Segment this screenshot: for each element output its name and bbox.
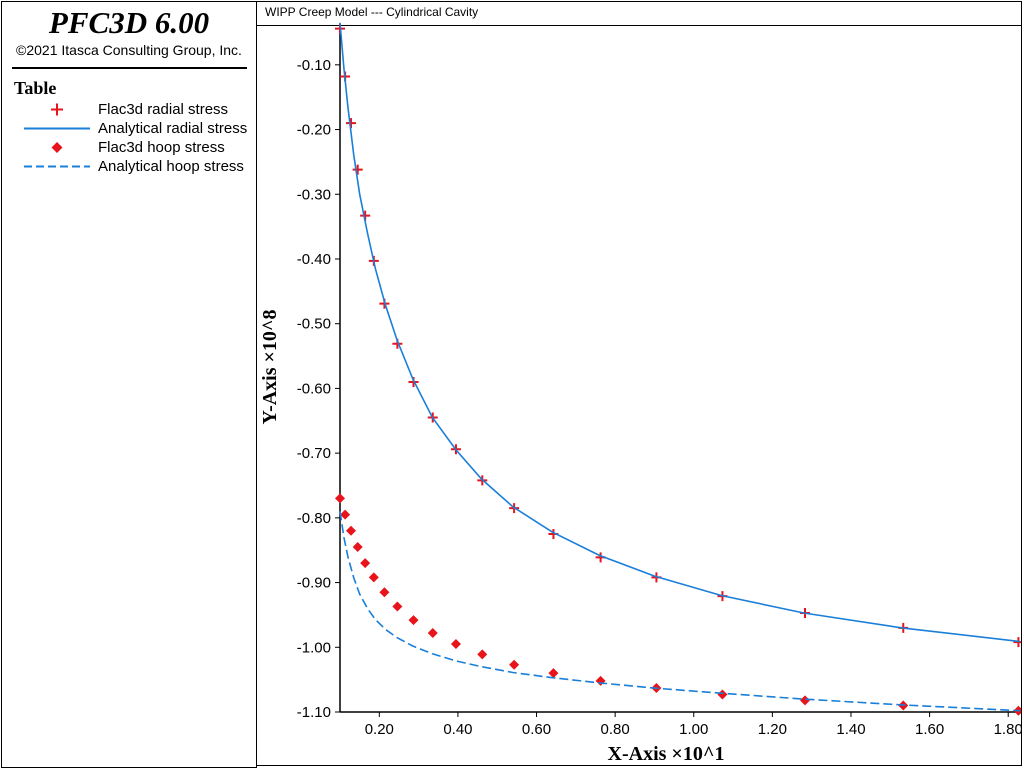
data-point-radial <box>352 164 363 175</box>
data-point-hoop <box>799 695 810 706</box>
legend-label: Analytical hoop stress <box>98 158 244 175</box>
data-point-hoop <box>335 493 345 504</box>
y-tick-label: -0.50 <box>297 316 331 333</box>
data-point-hoop <box>408 615 419 626</box>
plus-marker-icon <box>51 103 63 116</box>
data-point-hoop <box>360 558 371 569</box>
x-tick-label: 1.00 <box>679 721 708 738</box>
x-tick-label: 0.40 <box>443 721 472 738</box>
data-point-hoop <box>346 525 357 536</box>
title-separator <box>12 67 247 69</box>
y-tick-label: -0.70 <box>297 445 331 462</box>
x-tick-label: 0.60 <box>522 721 551 738</box>
legend-label: Flac3d radial stress <box>98 101 229 118</box>
y-tick-label: -1.10 <box>297 704 331 721</box>
legend-item-analytical-radial: Analytical radial stress <box>2 119 256 138</box>
y-tick-label: -0.10 <box>297 57 331 74</box>
data-point-hoop <box>450 639 461 650</box>
legend-label: Analytical radial stress <box>98 120 248 137</box>
plot-panel: WIPP Creep Model --- Cylindrical Cavity … <box>256 1 1022 766</box>
series-line-analytical-hoop <box>339 511 1021 712</box>
y-tick-label: -0.20 <box>297 122 331 139</box>
data-point-hoop <box>477 649 488 660</box>
data-point-hoop <box>717 689 728 700</box>
data-point-hoop <box>379 587 390 598</box>
y-tick-label: -0.30 <box>297 186 331 203</box>
y-axis-title: Y-Axis ×10^8 <box>259 309 281 424</box>
data-point-hoop <box>548 668 559 679</box>
x-axis-title: X-Axis ×10^1 <box>608 743 725 765</box>
data-point-hoop <box>392 601 403 612</box>
x-tick-label: 1.20 <box>758 721 787 738</box>
legend-item-flac3d-radial: Flac3d radial stress <box>2 100 256 119</box>
caption-rule <box>257 25 1021 26</box>
data-point-hoop <box>595 675 606 686</box>
data-point-hoop <box>427 628 438 639</box>
x-tick-label: 0.80 <box>601 721 630 738</box>
x-tick-label: 1.40 <box>836 721 865 738</box>
x-tick-label: 1.60 <box>915 721 944 738</box>
chart-canvas: -0.10 -0.20 -0.30 -0.40 -0.50 -0.60 -0.70 -0.80… <box>259 22 1021 765</box>
x-tick-label: 0.20 <box>365 721 394 738</box>
data-point-hoop <box>352 541 363 552</box>
legend-item-analytical-hoop: Analytical hoop stress <box>2 157 256 176</box>
data-point-hoop <box>340 509 351 520</box>
plot-caption: WIPP Creep Model --- Cylindrical Cavity <box>265 5 479 19</box>
legend-panel: PFC3D 6.00 ©2021 Itasca Consulting Group… <box>1 1 257 768</box>
data-point-hoop <box>509 659 520 670</box>
legend-item-flac3d-hoop: Flac3d hoop stress <box>2 138 256 157</box>
y-tick-label: -0.40 <box>297 251 331 268</box>
dashed-line-icon <box>24 165 90 168</box>
series-line-analytical-radial <box>339 22 1021 643</box>
y-tick-label: -0.80 <box>297 510 331 527</box>
diamond-marker-icon <box>51 142 63 153</box>
x-tick-label: 1.80 <box>994 721 1021 738</box>
legend-label: Flac3d hoop stress <box>98 139 225 156</box>
y-tick-label: -0.60 <box>297 380 331 397</box>
app-title: PFC3D 6.00 <box>48 5 210 40</box>
y-tick-label: -0.90 <box>297 575 331 592</box>
copyright-text: ©2021 Itasca Consulting Group, Inc. <box>16 42 242 58</box>
y-tick-label: -1.00 <box>297 639 331 656</box>
solid-line-icon <box>24 127 90 130</box>
legend-title: Table <box>14 78 57 98</box>
data-point-hoop <box>368 572 379 583</box>
